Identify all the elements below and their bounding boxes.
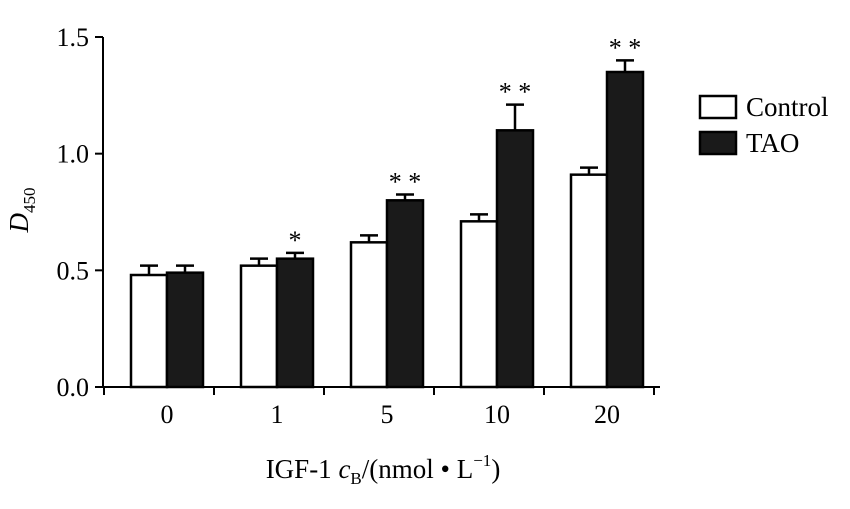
x-tick-label: 10	[484, 400, 510, 429]
legend-label-control: Control	[746, 92, 829, 122]
x-tick-label: 0	[161, 400, 174, 429]
x-tick-label: 1	[271, 400, 284, 429]
significance-mark: * *	[609, 33, 642, 62]
y-tick-label: 0.0	[57, 373, 90, 402]
y-axis-label-sub: 450	[20, 188, 39, 214]
x-axis-label: IGF-1 cB/(nmol • L−1)	[266, 451, 501, 488]
x-axis-label-var-sub: B	[350, 469, 361, 488]
x-axis-label-prefix: IGF-1	[266, 454, 339, 484]
y-tick-label: 0.5	[57, 256, 90, 285]
x-tick-label: 5	[381, 400, 394, 429]
bar-tao-1	[275, 257, 315, 389]
legend: Control TAO	[698, 92, 829, 158]
significance-mark: *	[289, 226, 302, 255]
x-axis-label-close: )	[491, 454, 500, 484]
axes: 0.0 0.5 1.0 1.5 0 1 5 10 20	[57, 23, 660, 429]
bar-control-10	[459, 220, 499, 389]
y-axis-label-main: D	[4, 213, 34, 234]
bar-tao-10	[495, 129, 535, 389]
bar-control-1	[239, 264, 279, 389]
legend-swatch-tao	[698, 130, 738, 156]
y-axis-label: D450	[4, 188, 39, 234]
y-tick-label: 1.0	[57, 140, 90, 169]
bar-control-0	[129, 273, 169, 389]
x-axis-label-unit-sup: −1	[473, 451, 491, 470]
bar-control-20	[569, 173, 609, 389]
bar-tao-0	[165, 271, 205, 389]
x-tick-label: 20	[594, 400, 620, 429]
significance-mark: * *	[499, 78, 532, 107]
y-tick-label: 1.5	[57, 23, 90, 52]
bar-control-5	[349, 241, 389, 389]
bars: * * * * * * *	[129, 33, 645, 389]
significance-mark: * *	[389, 168, 422, 197]
bar-tao-5	[385, 199, 425, 389]
legend-swatch-control	[698, 94, 738, 120]
bar-tao-20	[605, 70, 645, 389]
x-axis-label-unit: /(nmol • L	[362, 454, 473, 484]
legend-label-tao: TAO	[746, 128, 799, 158]
x-axis-label-var: c	[338, 454, 350, 484]
